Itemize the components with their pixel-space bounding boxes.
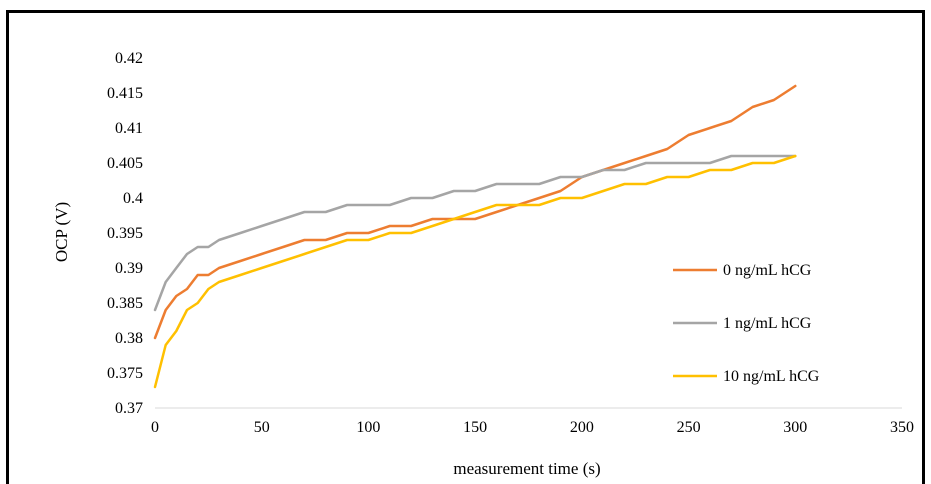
y-tick-label: 0.375 (107, 365, 143, 382)
y-axis-title: OCP (V) (52, 202, 71, 262)
y-tick-label: 0.37 (115, 400, 143, 417)
y-tick-label: 0.4 (123, 190, 143, 207)
y-tick-label: 0.385 (107, 295, 143, 312)
y-tick-label: 0.395 (107, 225, 143, 242)
series-line-1 (153, 154, 797, 312)
series-line-0 (153, 84, 797, 340)
x-tick-label: 200 (570, 419, 594, 436)
y-tick-label: 0.405 (107, 155, 143, 172)
y-tick-label: 0.39 (115, 260, 143, 277)
axes: 0 50 100 150 200 250 300 350 0.37 0.375 0.38 0.385 0… (107, 50, 914, 436)
x-tick-label: 350 (890, 419, 914, 436)
y-tick-label: 0.38 (115, 330, 143, 347)
legend-label: 1 ng/mL hCG (723, 315, 812, 332)
legend: 0 ng/mL hCG 1 ng/mL hCG 10 ng/mL hCG (673, 262, 820, 385)
y-tick-label: 0.41 (115, 120, 143, 137)
legend-label: 0 ng/mL hCG (723, 262, 812, 279)
x-tick-label: 300 (783, 419, 807, 436)
series-layer (153, 84, 797, 389)
x-tick-label: 250 (677, 419, 701, 436)
y-tick-label: 0.42 (115, 50, 143, 67)
x-axis-title: measurement time (s) (453, 459, 600, 478)
legend-label: 10 ng/mL hCG (723, 368, 820, 385)
y-tick-label: 0.415 (107, 85, 143, 102)
chart-frame (6, 10, 925, 484)
x-tick-label: 150 (463, 419, 487, 436)
x-tick-label: 100 (356, 419, 380, 436)
series-line-2 (153, 154, 797, 389)
x-tick-label: 50 (254, 419, 270, 436)
x-tick-label: 0 (151, 419, 159, 436)
